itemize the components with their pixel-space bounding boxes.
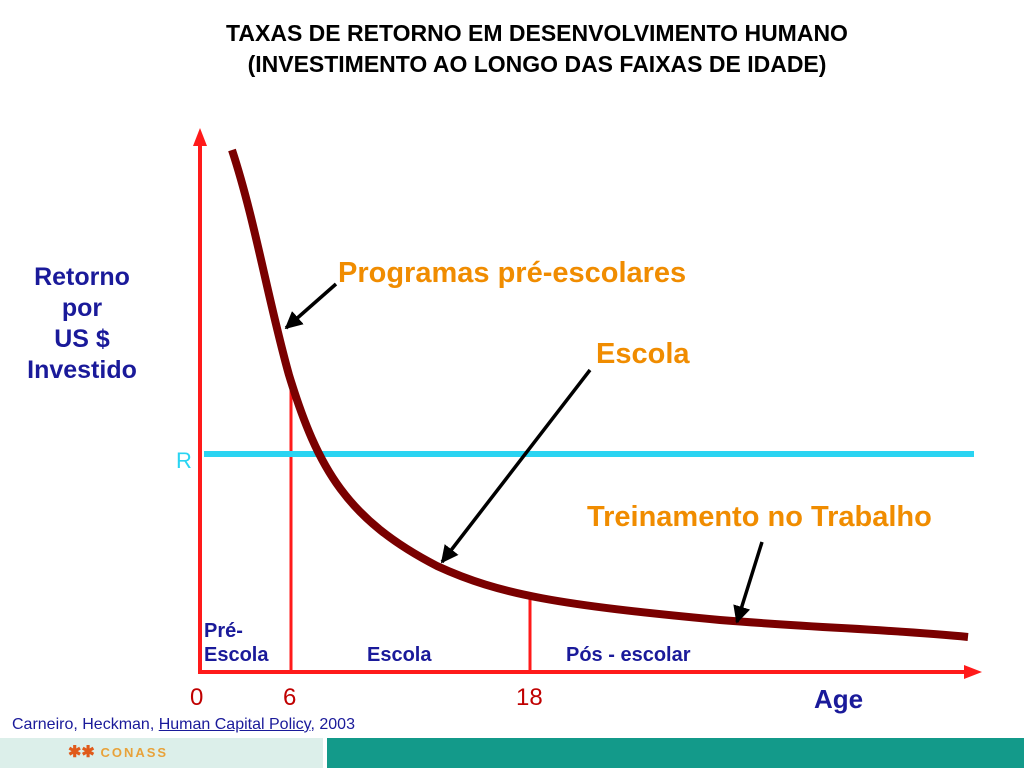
phase-preschool: Pré- Escola [204,619,268,667]
job-training-annotation: Treinamento no Trabalho [587,501,932,533]
x-axis-label: Age [814,684,864,714]
y-axis-label: Retorno por US $ Investido [6,262,158,386]
y-axis-label-line-1: Retorno [34,263,130,291]
preschool-arrow [284,282,338,330]
y-axis-label-line-4: Investido [27,356,137,384]
citation-work: Human Capital Policy [158,716,311,733]
y-axis-arrowhead [193,128,207,146]
citation: Carneiro, Heckman, Human Capital Policy,… [12,716,355,734]
conass-logo: ✱✱ CONASS [68,742,168,762]
chart-title-line-2: (INVESTIMENTO AO LONGO DAS FAIXAS DE IDA… [247,51,827,77]
phase-preschool-line-2: Escola [204,644,269,666]
tick-18: 18 [516,684,543,711]
footer-right-band [327,738,1024,768]
citation-year: , 2003 [310,716,355,733]
job-training-arrow [733,541,764,624]
preschool-programs-annotation: Programas pré-escolares [338,257,687,289]
return-curve [228,148,969,641]
logo-text: CONASS [100,745,169,760]
x-axis-arrowhead [964,665,982,679]
tick-6: 6 [283,684,297,711]
school-arrow [440,368,592,564]
phase-preschool-line-1: Pré- [204,620,243,642]
chart-title-line-1: TAXAS DE RETORNO EM DESENVOLVIMENTO HUMA… [226,20,848,46]
phase-post-school: Pós - escolar [566,644,691,666]
r-line-label: R [176,448,192,473]
tick-0: 0 [190,684,204,711]
citation-authors: Carneiro, Heckman, [12,716,159,733]
y-axis-label-line-2: por [61,294,103,322]
y-axis-label-line-3: US $ [54,325,110,353]
footer-left-band [0,738,323,768]
phase-school: Escola [367,644,432,666]
school-annotation: Escola [596,338,690,370]
chart-title: TAXAS DE RETORNO EM DESENVOLVIMENTO HUMA… [120,18,954,80]
logo-mark-icon: ✱✱ [68,744,95,761]
